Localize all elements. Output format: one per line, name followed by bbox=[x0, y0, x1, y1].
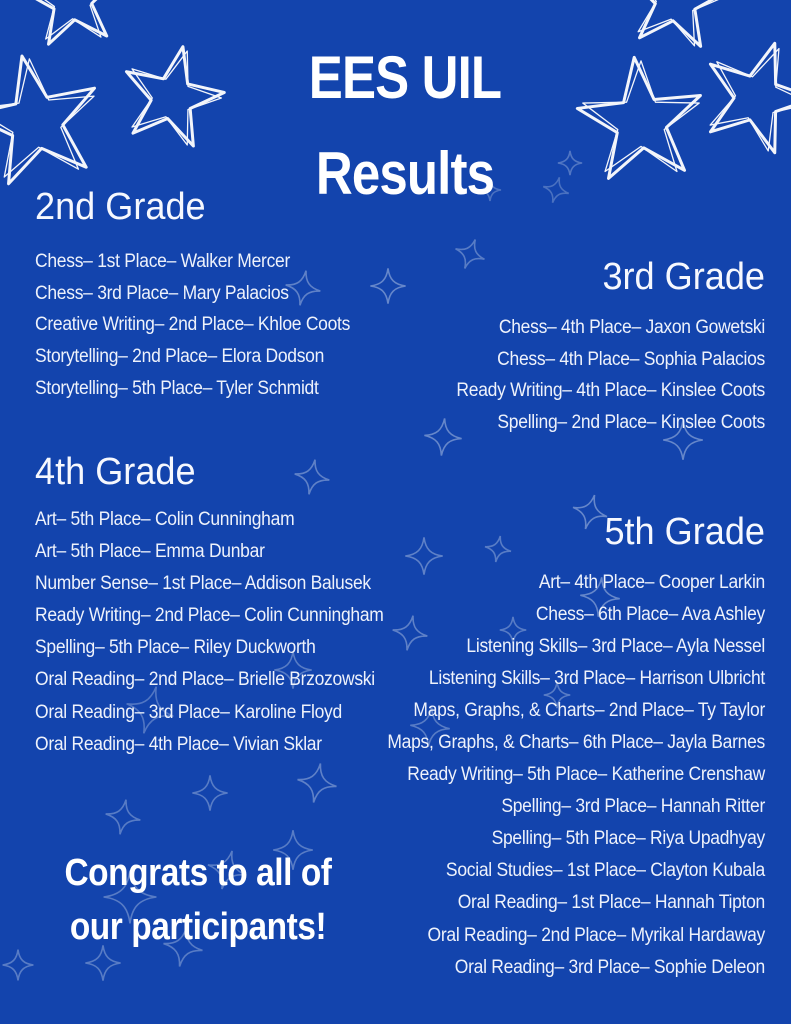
result-line: Art– 5th Place– Colin Cunningham bbox=[35, 509, 295, 530]
sparkle-icon bbox=[539, 173, 573, 207]
star-doodle-icon bbox=[569, 46, 713, 186]
sparkle-icon bbox=[101, 795, 145, 839]
star-doodle-icon bbox=[687, 22, 791, 164]
congrats-line-2: our participants! bbox=[69, 906, 327, 948]
grade-3-results-list: Chess– 4th Place– Jaxon Gowetski Chess– 4… bbox=[295, 312, 765, 439]
grade-5-results-list: Art– 4th Place– Cooper Larkin Chess– 6th … bbox=[287, 567, 765, 984]
result-line: Oral Reading– 2nd Place– Brielle Brzozow… bbox=[35, 669, 375, 691]
result-line: Art– 4th Place– Cooper Larkin bbox=[538, 572, 765, 593]
grade-3-heading: 3rd Grade bbox=[602, 256, 765, 298]
section-4th-grade: 4th Grade Art– 5th Place– Colin Cunningh… bbox=[35, 448, 465, 761]
result-line: Storytelling– 2nd Place– Elora Dodson bbox=[35, 346, 325, 368]
result-line: Storytelling– 5th Place– Tyler Schmidt bbox=[35, 377, 319, 399]
result-line: Art– 5th Place– Emma Dunbar bbox=[35, 541, 265, 563]
result-line: Oral Reading– 1st Place– Hannah Tipton bbox=[457, 892, 766, 914]
result-line: Listening Skills– 3rd Place– Ayla Nessel bbox=[466, 636, 765, 658]
result-line: Chess– 4th Place– Jaxon Gowetski bbox=[498, 317, 765, 338]
sparkle-icon bbox=[2, 949, 34, 981]
result-line: Oral Reading– 3rd Place– Karoline Floyd bbox=[35, 701, 342, 723]
star-doodle-icon bbox=[617, 0, 737, 54]
result-line: Oral Reading– 2nd Place– Myrikal Hardawa… bbox=[427, 924, 766, 946]
result-line: Oral Reading– 3rd Place– Sophie Deleon bbox=[454, 956, 765, 978]
result-line: Creative Writing– 2nd Place– Khloe Coots bbox=[35, 314, 351, 336]
congrats-line-1: Congrats to all of bbox=[64, 852, 332, 894]
poster-title: EES UIL Results bbox=[269, 30, 541, 222]
section-5th-grade: 5th Grade Art– 4th Place– Cooper Larkin C… bbox=[287, 508, 765, 984]
result-line: Chess– 6th Place– Ava Ashley bbox=[535, 604, 765, 626]
star-doodle-icon bbox=[111, 33, 236, 155]
result-line: Number Sense– 1st Place– Addison Balusek bbox=[35, 573, 371, 595]
result-line: Spelling– 3rd Place– Hannah Ritter bbox=[501, 796, 765, 818]
sparkle-icon bbox=[191, 774, 229, 812]
result-line: Listening Skills– 3rd Place– Harrison Ul… bbox=[428, 668, 765, 690]
section-2nd-grade: 2nd Grade Chess– 1st Place– Walker Merce… bbox=[35, 183, 465, 405]
result-line: Chess– 4th Place– Sophia Palacios bbox=[497, 348, 765, 370]
result-line: Chess– 1st Place– Walker Mercer bbox=[35, 251, 291, 272]
result-line: Oral Reading– 4th Place– Vivian Sklar bbox=[35, 733, 322, 755]
result-line: Maps, Graphs, & Charts– 2nd Place– Ty Ta… bbox=[413, 700, 765, 722]
title-line-1: EES UIL bbox=[308, 44, 502, 111]
star-doodle-icon bbox=[0, 40, 113, 192]
grade-2-heading: 2nd Grade bbox=[35, 186, 206, 228]
star-doodle-icon bbox=[15, 0, 129, 51]
result-line: Spelling– 5th Place– Riley Duckworth bbox=[35, 637, 316, 659]
result-line: Ready Writing– 4th Place– Kinslee Coots bbox=[456, 380, 765, 402]
result-line: Maps, Graphs, & Charts– 6th Place– Jayla… bbox=[387, 732, 765, 754]
result-line: Ready Writing– 2nd Place– Colin Cunningh… bbox=[35, 605, 384, 627]
result-line: Chess– 3rd Place– Mary Palacios bbox=[35, 282, 289, 304]
result-line: Spelling– 5th Place– Riya Upadhyay bbox=[491, 828, 766, 850]
grade-2-results-list: Chess– 1st Place– Walker Mercer Chess– 3r… bbox=[35, 246, 465, 405]
grade-4-heading: 4th Grade bbox=[35, 451, 196, 493]
sparkle-icon bbox=[557, 150, 583, 176]
section-3rd-grade: 3rd Grade Chess– 4th Place– Jaxon Gowets… bbox=[295, 253, 765, 439]
result-line: Social Studies– 1st Place– Clayton Kubal… bbox=[445, 860, 765, 882]
grade-5-heading: 5th Grade bbox=[604, 511, 765, 553]
result-line: Ready Writing– 5th Place– Katherine Cren… bbox=[407, 764, 765, 786]
title-line-2: Results bbox=[315, 140, 495, 207]
congrats-message: Congrats to all of our participants! bbox=[48, 846, 347, 954]
result-line: Spelling– 2nd Place– Kinslee Coots bbox=[497, 412, 765, 434]
grade-4-results-list: Art– 5th Place– Colin Cunningham Art– 5th… bbox=[35, 504, 465, 761]
